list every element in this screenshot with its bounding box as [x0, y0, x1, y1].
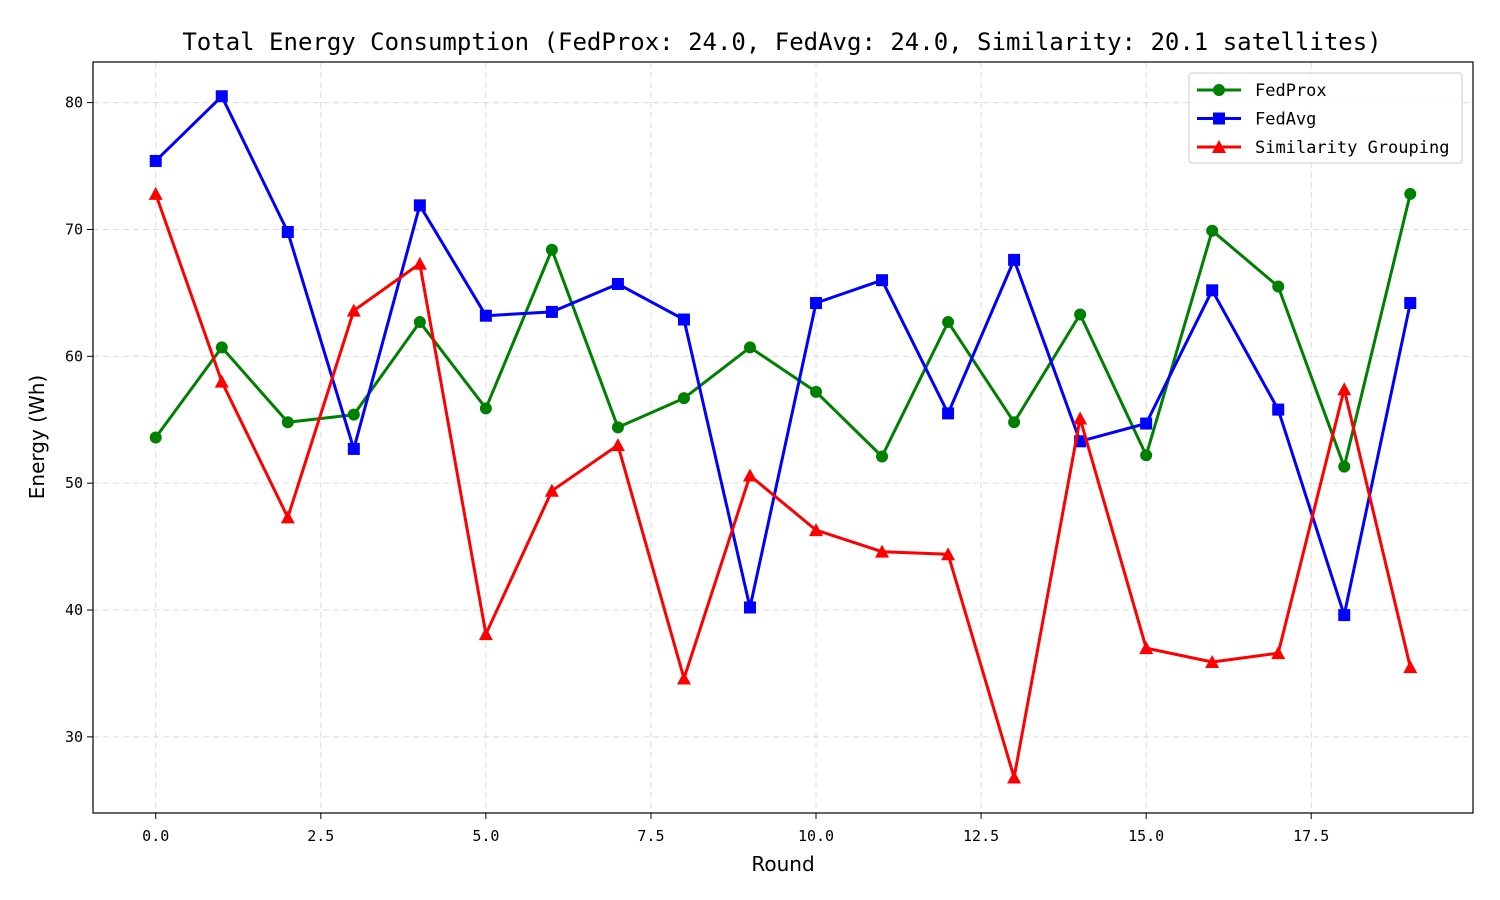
fedavg-point — [347, 442, 360, 455]
fedavg-point — [413, 199, 426, 212]
similarity-grouping-point — [478, 627, 493, 641]
fedprox-point — [810, 385, 823, 398]
fedavg-point — [1272, 403, 1285, 416]
fedavg-point — [1404, 297, 1417, 310]
fedprox-point — [347, 408, 360, 421]
fedprox-point — [413, 316, 426, 329]
fedprox-point — [545, 243, 558, 256]
similarity-grouping-point — [346, 303, 361, 317]
x-tick-label: 10.0 — [798, 827, 834, 845]
series-fedprox — [149, 187, 1417, 473]
y-tick-label: 70 — [65, 220, 83, 238]
fedprox-point — [1206, 224, 1219, 237]
fedavg-point — [810, 297, 823, 310]
series-layer — [148, 90, 1418, 784]
fedavg-point — [743, 601, 756, 614]
x-axis-label: Round — [751, 852, 814, 876]
similarity-grouping-point — [148, 186, 163, 200]
legend-box — [1188, 72, 1463, 164]
similarity-grouping-point — [214, 374, 229, 388]
x-tick-label: 2.5 — [307, 827, 334, 845]
x-tick-label: 7.5 — [637, 827, 664, 845]
y-tick-label: 50 — [65, 474, 83, 492]
similarity-grouping-point — [1337, 382, 1352, 396]
similarity-grouping-point — [280, 510, 295, 524]
grid-lines — [93, 62, 1473, 813]
fedprox-legend-label: FedProx — [1255, 81, 1327, 101]
x-tick-label: 15.0 — [1128, 827, 1164, 845]
fedavg-point — [1338, 609, 1351, 622]
fedprox-point — [1140, 449, 1153, 462]
fedavg-point — [215, 90, 228, 103]
fedprox-point — [281, 416, 294, 429]
fedavg-point — [942, 407, 955, 420]
similarity-grouping-legend-label: Similarity Grouping — [1255, 138, 1449, 158]
x-tick-label: 12.5 — [963, 827, 999, 845]
similarity-grouping-point — [544, 483, 559, 497]
similarity-grouping-point — [875, 544, 890, 558]
fedprox-point — [215, 341, 228, 354]
fedavg-point — [876, 274, 889, 287]
fedprox-point — [1338, 460, 1351, 473]
similarity-grouping-point — [1139, 641, 1154, 655]
fedprox-point — [1404, 187, 1417, 200]
plot-frame — [92, 61, 1474, 814]
similarity-grouping-point — [941, 547, 956, 561]
fedprox-point — [611, 421, 624, 434]
y-tick-label: 30 — [65, 728, 83, 746]
y-axis-label: Energy (Wh) — [25, 375, 49, 499]
similarity-grouping-legend-marker — [1212, 140, 1226, 153]
fedavg-point — [677, 313, 690, 326]
fedprox-point — [743, 341, 756, 354]
similarity-grouping-point — [1073, 411, 1088, 425]
fedavg-point — [1206, 284, 1219, 297]
similarity-grouping-point — [412, 256, 427, 270]
similarity-grouping-line — [154, 193, 1412, 779]
similarity-grouping-point — [676, 671, 691, 685]
fedavg-point — [1140, 417, 1153, 430]
axis-ticks: 0.0 2.5 5.0 7.5 10.0 12.5 15.0 17.5 30 40 50 60 70 80 — [65, 94, 1329, 845]
x-tick-label: 5.0 — [472, 827, 499, 845]
fedprox-point — [1008, 416, 1021, 429]
fedavg-legend-label: FedAvg — [1255, 110, 1316, 130]
similarity-grouping-point — [1007, 770, 1022, 784]
similarity-grouping-point — [809, 523, 824, 537]
y-tick-label: 80 — [65, 94, 83, 112]
legend-items: FedProx FedAvg Similarity Grouping — [1197, 81, 1449, 158]
fedprox-point — [1074, 308, 1087, 321]
fedavg-point — [1008, 253, 1021, 266]
similarity-grouping-point — [1403, 660, 1418, 674]
fedprox-point — [149, 431, 162, 444]
y-tick-label: 60 — [65, 347, 83, 365]
similarity-grouping-point — [1271, 646, 1286, 660]
fedavg-point — [149, 154, 162, 167]
legend: FedProx FedAvg Similarity Grouping — [1188, 72, 1463, 164]
similarity-grouping-point — [1205, 655, 1220, 669]
fedprox-point — [479, 402, 492, 415]
fedavg-legend-marker — [1213, 112, 1225, 125]
fedprox-legend-marker — [1213, 84, 1225, 96]
y-tick-label: 40 — [65, 601, 83, 619]
chart-title: Total Energy Consumption (FedProx: 24.0,… — [182, 28, 1381, 56]
fedprox-line — [154, 193, 1412, 469]
fedprox-point — [1272, 280, 1285, 293]
x-tick-label: 0.0 — [142, 827, 169, 845]
fedavg-point — [479, 309, 492, 322]
similarity-grouping-point — [742, 468, 757, 482]
x-tick-label: 17.5 — [1293, 827, 1329, 845]
fedprox-point — [677, 392, 690, 405]
fedavg-point — [545, 305, 558, 318]
fedavg-point — [281, 225, 294, 238]
series-similarity-grouping — [148, 186, 1418, 784]
fedprox-point — [876, 450, 889, 463]
fedavg-line — [154, 94, 1412, 617]
fedprox-point — [942, 316, 955, 329]
similarity-grouping-point — [610, 438, 625, 452]
fedavg-point — [611, 278, 624, 291]
